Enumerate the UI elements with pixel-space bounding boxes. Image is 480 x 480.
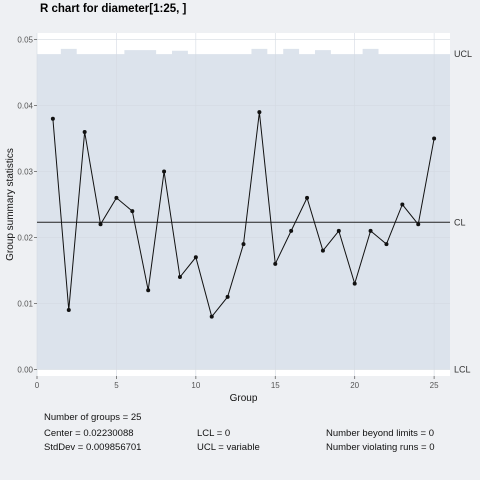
data-point	[114, 195, 119, 200]
data-point	[336, 228, 341, 233]
x-tick-label: 5	[114, 381, 119, 390]
data-point	[130, 209, 135, 214]
data-point	[352, 281, 357, 286]
y-tick-label: 0.01	[17, 299, 33, 308]
lcl-label: LCL	[454, 364, 471, 374]
x-tick-label: 15	[271, 381, 280, 390]
y-tick-label: 0.05	[17, 36, 33, 45]
x-tick-label: 10	[191, 381, 200, 390]
data-point	[400, 202, 405, 207]
data-point	[257, 110, 262, 115]
y-tick-label: 0.03	[17, 168, 33, 177]
x-tick-label: 25	[430, 381, 439, 390]
y-tick-label: 0.02	[17, 233, 33, 242]
data-point	[177, 275, 182, 280]
data-point	[432, 136, 437, 141]
data-point	[193, 255, 198, 260]
data-point	[225, 294, 230, 299]
data-point	[368, 228, 373, 233]
data-point	[82, 129, 87, 134]
data-point	[289, 228, 294, 233]
y-tick-label: 0.04	[17, 102, 33, 111]
x-tick-label: 20	[350, 381, 359, 390]
stat-ucl: UCL = variable	[197, 442, 260, 453]
data-point	[209, 314, 214, 319]
data-point	[320, 248, 325, 253]
data-point	[98, 222, 103, 227]
data-point	[273, 261, 278, 266]
stat-center: Center = 0.02230088	[44, 428, 134, 439]
stat-number-of-groups: Number of groups = 25	[44, 412, 142, 423]
stat-stddev: StdDev = 0.009856701	[44, 442, 142, 453]
data-point	[146, 288, 151, 293]
chart-title: R chart for diameter[1:25, ]	[40, 3, 187, 15]
x-axis-title: Group	[230, 393, 258, 404]
y-tick-label: 0.00	[17, 365, 33, 374]
data-point	[162, 169, 167, 174]
stat-beyond-limits: Number beyond limits = 0	[326, 428, 434, 439]
y-axis-title: Group summary statistics	[5, 148, 16, 261]
ucl-label: UCL	[454, 49, 472, 59]
stat-lcl: LCL = 0	[197, 428, 231, 439]
x-tick-label: 0	[35, 381, 40, 390]
data-point	[305, 195, 310, 200]
data-point	[416, 222, 421, 227]
data-point	[50, 116, 55, 121]
stat-violating-runs: Number violating runs = 0	[326, 442, 435, 453]
data-point	[241, 242, 246, 247]
control-limits-band	[37, 48, 450, 370]
data-point	[384, 242, 389, 247]
data-point	[66, 308, 71, 313]
cl-label: CL	[454, 217, 466, 227]
